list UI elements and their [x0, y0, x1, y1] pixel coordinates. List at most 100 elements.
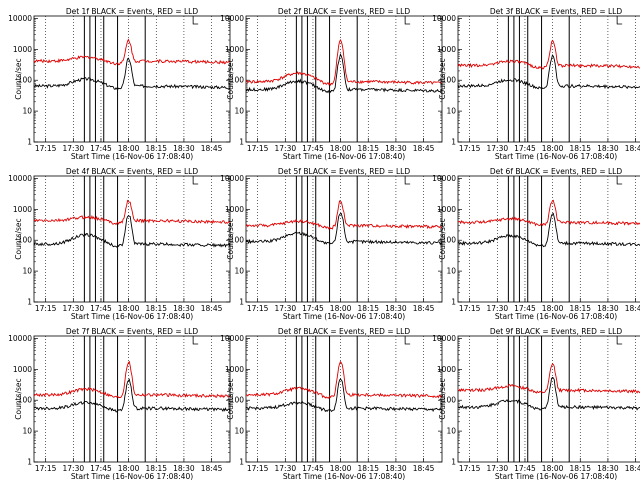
plot-frame — [245, 335, 443, 463]
y-tick-label: 1 — [451, 458, 456, 467]
series-events — [33, 378, 231, 413]
interval-marker — [192, 336, 199, 345]
x-tick-label: 17:30 — [275, 144, 297, 153]
y-tick-label: 10 — [22, 427, 32, 436]
series-lld — [245, 360, 443, 400]
x-tick-label: 18:15 — [145, 464, 167, 473]
panel-title: Det 3f BLACK = Events, RED = LLD — [490, 7, 623, 16]
x-tick-label: 17:30 — [63, 144, 85, 153]
x-tick-label: 18:15 — [569, 144, 591, 153]
y-tick-label: 1 — [27, 138, 32, 147]
x-tick-label: 18:00 — [542, 304, 564, 313]
x-tick-label: 17:30 — [275, 304, 297, 313]
x-tick-label: 18:15 — [569, 464, 591, 473]
x-tick-label: 18:00 — [330, 464, 352, 473]
plot-frame — [33, 335, 231, 463]
y-tick-label: 10 — [22, 267, 32, 276]
y-axis-label: Counts/sec — [438, 218, 447, 259]
x-tick-label: 18:00 — [542, 464, 564, 473]
x-tick-label: 18:45 — [201, 304, 223, 313]
interval-marker — [616, 336, 623, 345]
x-axis-label: Start Time (16-Nov-06 17:08:40) — [495, 472, 617, 480]
x-tick-label: 18:00 — [330, 144, 352, 153]
interval-marker — [616, 176, 623, 185]
x-tick-label: 18:15 — [569, 304, 591, 313]
y-tick-label: 10000 — [220, 334, 244, 343]
series-events — [457, 376, 640, 411]
x-tick-label: 17:45 — [302, 144, 324, 153]
x-tick-label: 18:30 — [173, 144, 195, 153]
x-tick-label: 17:45 — [514, 464, 536, 473]
y-tick-label: 1 — [239, 458, 244, 467]
series-events — [33, 215, 231, 248]
y-axis-label: Counts/sec — [14, 378, 23, 419]
y-tick-label: 1000 — [437, 45, 456, 54]
plot-frame — [457, 335, 640, 463]
x-tick-label: 18:30 — [385, 464, 407, 473]
x-tick-label: 18:45 — [413, 144, 435, 153]
x-axis-label: Start Time (16-Nov-06 17:08:40) — [71, 152, 193, 161]
series-lld — [457, 39, 640, 70]
x-tick-label: 18:00 — [330, 304, 352, 313]
y-tick-label: 1000 — [13, 205, 32, 214]
x-tick-label: 18:45 — [413, 464, 435, 473]
series-events — [457, 54, 640, 90]
plot-frame — [457, 175, 640, 303]
x-axis-label: Start Time (16-Nov-06 17:08:40) — [71, 472, 193, 480]
x-axis-label: Start Time (16-Nov-06 17:08:40) — [283, 472, 405, 480]
y-tick-label: 1000 — [13, 45, 32, 54]
x-tick-label: 17:15 — [459, 144, 481, 153]
x-tick-label: 17:45 — [514, 304, 536, 313]
x-tick-label: 17:30 — [487, 144, 509, 153]
det-panel-1: Det 1f BLACK = Events, RED = LLD 1 10 100 10… — [8, 7, 231, 161]
y-tick-label: 10000 — [432, 334, 456, 343]
panel-title: Det 2f BLACK = Events, RED = LLD — [278, 7, 411, 16]
det-panel-9: Det 9f BLACK = Events, RED = LLD 1 10 100 10… — [432, 327, 640, 480]
x-tick-label: 17:30 — [487, 464, 509, 473]
y-tick-label: 1 — [239, 298, 244, 307]
series-lld — [245, 38, 443, 86]
y-tick-label: 100 — [442, 76, 457, 85]
y-tick-label: 1 — [27, 458, 32, 467]
x-tick-label: 17:30 — [275, 464, 297, 473]
det-panel-8: Det 8f BLACK = Events, RED = LLD 1 10 100 10… — [220, 327, 443, 480]
x-tick-label: 18:15 — [145, 144, 167, 153]
y-tick-label: 100 — [18, 76, 33, 85]
x-tick-label: 17:45 — [514, 144, 536, 153]
x-tick-label: 18:00 — [118, 304, 140, 313]
det-panel-3: Det 3f BLACK = Events, RED = LLD 1 10 100 10… — [432, 7, 640, 161]
series-events — [245, 53, 443, 94]
y-tick-label: 1 — [451, 298, 456, 307]
x-tick-label: 18:00 — [118, 464, 140, 473]
y-axis-label: Counts/sec — [226, 58, 235, 99]
x-tick-label: 18:15 — [145, 304, 167, 313]
series-lld — [33, 199, 231, 226]
y-tick-label: 1000 — [13, 365, 32, 374]
x-tick-label: 17:30 — [63, 464, 85, 473]
y-tick-label: 1000 — [225, 205, 244, 214]
det-panel-4: Det 4f BLACK = Events, RED = LLD 1 10 100 10… — [8, 167, 231, 321]
det-panel-5: Det 5f BLACK = Events, RED = LLD 1 10 100 10… — [220, 167, 443, 321]
x-axis-label: Start Time (16-Nov-06 17:08:40) — [495, 312, 617, 321]
x-tick-label: 17:15 — [247, 464, 269, 473]
plot-frame — [245, 175, 443, 303]
y-axis-label: Counts/sec — [14, 58, 23, 99]
panel-title: Det 9f BLACK = Events, RED = LLD — [490, 327, 623, 336]
y-tick-label: 10 — [446, 267, 456, 276]
y-tick-label: 100 — [442, 396, 457, 405]
y-axis-label: Counts/sec — [438, 378, 447, 419]
y-tick-label: 100 — [230, 396, 245, 405]
x-tick-label: 17:45 — [302, 304, 324, 313]
plot-frame — [457, 15, 640, 143]
det-panel-6: Det 6f BLACK = Events, RED = LLD 1 10 100 10… — [432, 167, 640, 321]
x-tick-label: 17:15 — [459, 464, 481, 473]
x-tick-label: 18:30 — [597, 464, 619, 473]
series-lld — [457, 199, 640, 227]
series-lld — [33, 38, 231, 66]
x-tick-label: 17:15 — [459, 304, 481, 313]
y-tick-label: 10000 — [432, 174, 456, 183]
x-tick-label: 18:45 — [413, 304, 435, 313]
x-tick-label: 18:30 — [597, 304, 619, 313]
y-tick-label: 100 — [230, 76, 245, 85]
